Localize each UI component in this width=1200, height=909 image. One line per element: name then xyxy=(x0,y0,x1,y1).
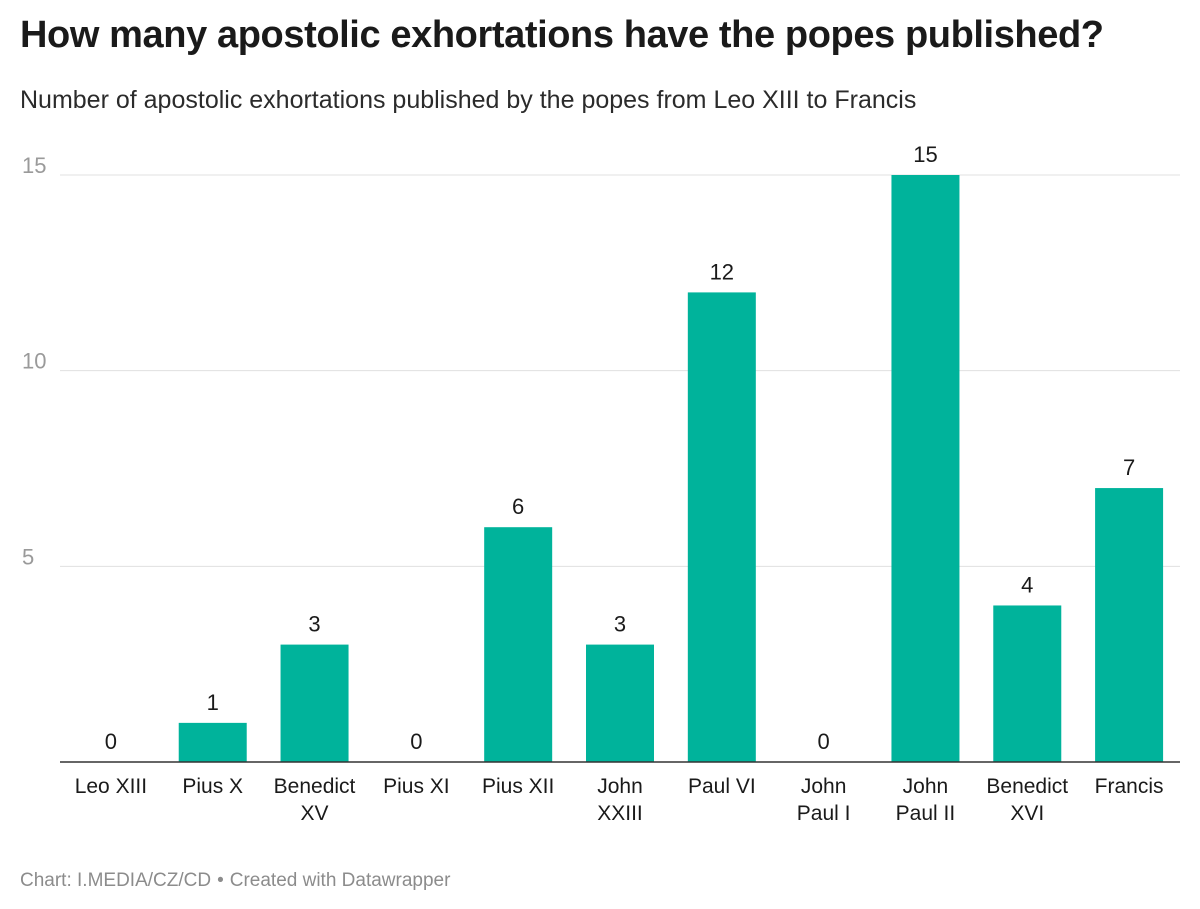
footer-separator: • xyxy=(217,870,224,891)
source-credit: Chart: I.MEDIA/CZ/CD xyxy=(20,870,212,891)
bar-value-label: 0 xyxy=(818,729,830,754)
bar-value-label: 0 xyxy=(410,729,422,754)
x-tick-label: Benedict XV xyxy=(274,775,356,825)
bar-value-label: 12 xyxy=(710,259,734,284)
chart-subtitle: Number of apostolic exhortations publish… xyxy=(20,86,917,114)
bar xyxy=(586,644,654,762)
chart-title: How many apostolic exhortations have the… xyxy=(20,14,1104,56)
bar xyxy=(484,527,553,762)
bars xyxy=(178,175,1164,762)
y-tick-label: 10 xyxy=(22,349,46,374)
data-labels: 0 1 3 0 6 3 12 0 15 4 7 xyxy=(105,142,1135,754)
bar-value-label: 3 xyxy=(614,612,626,637)
y-tick-label: 15 xyxy=(22,153,46,178)
bar xyxy=(178,722,247,762)
x-tick-label: John Paul I xyxy=(797,775,851,825)
chart-footer: Chart: I.MEDIA/CZ/CD • Created with Datawr… xyxy=(20,870,450,892)
x-tick-label: Pius XI xyxy=(383,775,450,798)
tool-credit: Created with Datawrapper xyxy=(229,870,451,891)
bar-value-label: 7 xyxy=(1123,455,1135,480)
bar-value-label: 6 xyxy=(512,494,524,519)
x-tick-label: Leo XIII xyxy=(75,775,147,798)
bar-value-label: 3 xyxy=(308,612,320,637)
bar-value-label: 4 xyxy=(1021,572,1033,597)
bar xyxy=(1095,488,1164,762)
bar xyxy=(687,292,756,762)
bar xyxy=(891,175,960,762)
x-tick-label: Benedict XVI xyxy=(986,775,1068,825)
x-tick-label: Pius XII xyxy=(482,775,554,798)
bar-value-label: 15 xyxy=(913,142,937,167)
x-tick-label: John Paul II xyxy=(896,775,956,825)
bar xyxy=(280,644,349,762)
bar-value-label: 1 xyxy=(207,690,219,715)
x-tick-labels: Leo XIII Pius X Benedict XV Pius XI Pius XII J… xyxy=(75,775,1164,825)
x-tick-label: Pius X xyxy=(182,775,243,798)
bar-value-label: 0 xyxy=(105,729,117,754)
x-tick-label: Francis xyxy=(1095,775,1164,798)
bar xyxy=(993,605,1062,762)
y-tick-label: 5 xyxy=(22,544,34,569)
x-tick-label: John XXIII xyxy=(597,775,643,825)
x-tick-label: Paul VI xyxy=(688,775,756,798)
gridlines: 5 10 15 xyxy=(22,153,1180,569)
